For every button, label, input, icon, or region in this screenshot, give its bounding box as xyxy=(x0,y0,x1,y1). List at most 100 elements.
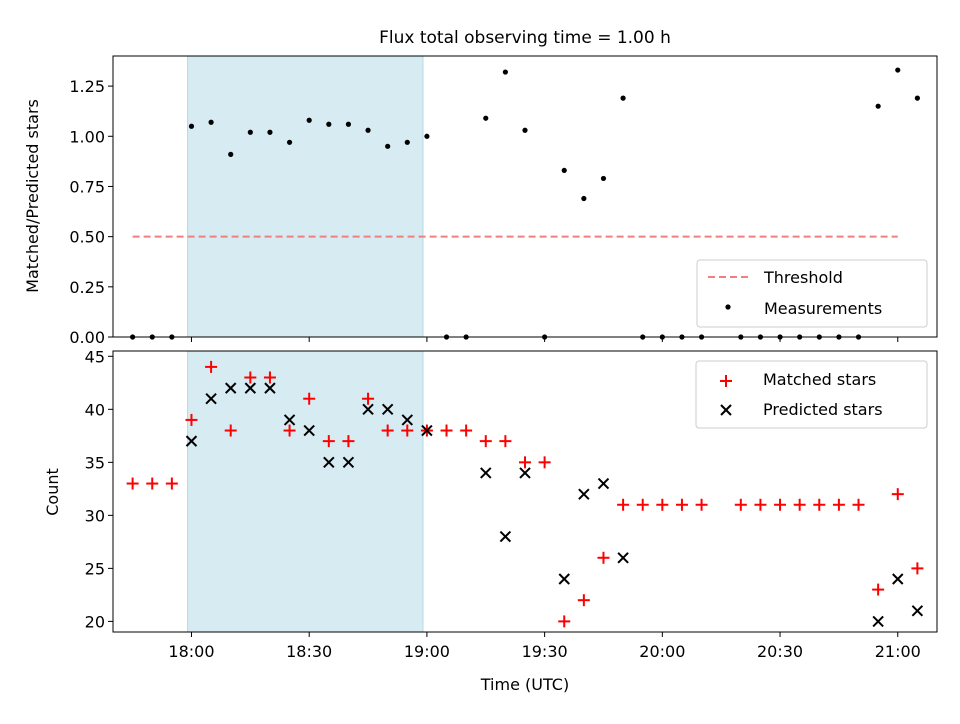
predicted-star-point xyxy=(421,424,433,437)
matched-star-point xyxy=(303,392,316,405)
matched-star-point xyxy=(891,488,904,501)
y-tick-label: 0.25 xyxy=(69,278,105,297)
y-tick-label: 20 xyxy=(85,612,105,631)
predicted-star-point xyxy=(342,456,355,469)
measurement-point xyxy=(208,119,214,125)
bottom-y-axis-label: Count xyxy=(43,468,62,516)
legend-matched-label: Matched stars xyxy=(763,370,876,389)
top-legend-box xyxy=(696,259,928,328)
matched-star-point xyxy=(283,424,296,437)
legend-predicted-swatch xyxy=(720,404,732,416)
x-axis-label: Time (UTC) xyxy=(480,675,569,694)
y-tick-label: 25 xyxy=(85,559,105,578)
top-axes-frame xyxy=(112,55,938,338)
top-panel: 0.00 0.25 0.50 0.75 1.00 1.25 Matched/Predict… xyxy=(23,55,938,347)
x-tick-label: 19:00 xyxy=(404,642,450,661)
predicted-star-point xyxy=(911,605,924,617)
measurement-point xyxy=(502,69,508,75)
matched-star-point xyxy=(793,498,806,511)
y-tick-label: 30 xyxy=(85,506,105,525)
measurement-point xyxy=(188,123,195,129)
top-y-axis: 0.00 0.25 0.50 0.75 1.00 1.25 xyxy=(69,77,113,347)
top-y-axis-label: Matched/Predicted stars xyxy=(23,99,42,293)
top-legend: Threshold Measurements xyxy=(696,259,928,328)
matched-star-point xyxy=(381,424,394,437)
y-tick-label: 35 xyxy=(85,453,105,472)
y-tick-label: 1.00 xyxy=(69,127,105,146)
x-tick-label: 20:00 xyxy=(639,642,685,661)
matched-star-point xyxy=(322,435,335,448)
matched-star-point xyxy=(636,498,649,511)
predicted-star-point xyxy=(381,403,394,416)
legend-threshold-label: Threshold xyxy=(763,268,843,287)
predicted-star-point xyxy=(499,530,512,543)
legend-predicted-label: Predicted stars xyxy=(763,400,883,419)
matched-stars-points xyxy=(126,360,924,628)
matched-star-point xyxy=(519,456,531,469)
x-tick-label: 18:00 xyxy=(168,642,214,661)
measurement-point xyxy=(620,95,626,101)
predicted-star-point xyxy=(872,615,884,628)
matched-star-point xyxy=(911,562,924,575)
predicted-star-point xyxy=(480,467,492,479)
matched-star-point xyxy=(244,371,257,384)
top-shaded-interval xyxy=(187,55,424,338)
matched-star-point xyxy=(774,498,787,511)
matched-star-point xyxy=(263,371,276,384)
predicted-star-point xyxy=(892,573,904,585)
y-tick-label: 0.00 xyxy=(69,328,105,347)
x-tick-label: 20:30 xyxy=(757,642,803,661)
top-x-ticks xyxy=(190,337,899,342)
predicted-star-point xyxy=(205,393,217,405)
measurement-point xyxy=(875,103,881,109)
matched-star-point xyxy=(852,498,865,511)
measurement-point xyxy=(385,143,391,149)
predicted-star-point xyxy=(185,435,198,447)
measurement-point xyxy=(600,175,607,182)
matched-star-point xyxy=(146,477,159,490)
bottom-x-axis: 18:00 18:30 19:00 19:30 20:00 20:30 21:00 xyxy=(168,632,921,661)
legend-measurements-label: Measurements xyxy=(764,299,882,318)
matched-star-point xyxy=(754,498,767,511)
measurement-point xyxy=(365,127,371,133)
matched-star-point xyxy=(126,477,139,490)
predicted-stars-points xyxy=(185,382,924,628)
y-tick-label: 40 xyxy=(85,400,105,419)
predicted-star-point xyxy=(617,552,629,564)
measurement-point xyxy=(228,151,234,157)
matched-star-point xyxy=(479,435,492,448)
x-tick-label: 21:00 xyxy=(875,642,921,661)
matched-star-point xyxy=(832,498,845,511)
predicted-star-point xyxy=(578,488,590,500)
measurement-point xyxy=(483,115,489,121)
matched-star-point xyxy=(185,413,198,426)
predicted-star-point xyxy=(401,414,413,426)
measurement-point xyxy=(561,167,567,174)
measurement-point xyxy=(424,133,430,139)
predicted-star-point xyxy=(558,573,570,585)
bottom-legend-box xyxy=(695,360,928,429)
bottom-legend: Matched stars Predicted stars xyxy=(695,360,928,429)
matched-star-point xyxy=(205,360,218,373)
matched-star-point xyxy=(558,615,571,628)
predicted-star-point xyxy=(244,382,257,394)
y-tick-label: 0.50 xyxy=(69,228,105,247)
predicted-star-point xyxy=(597,477,610,490)
predicted-star-point xyxy=(225,382,237,394)
matched-star-point xyxy=(617,498,630,511)
matched-star-point xyxy=(813,498,826,511)
measurement-point xyxy=(267,129,273,135)
matched-star-point xyxy=(695,498,708,511)
predicted-star-point xyxy=(264,382,276,394)
matched-star-point xyxy=(675,498,688,511)
measurement-point xyxy=(326,121,332,127)
matched-star-point xyxy=(538,456,551,469)
matched-star-point xyxy=(872,583,885,596)
matched-star-point xyxy=(362,392,375,405)
measurement-point xyxy=(581,195,587,202)
y-tick-label: 1.25 xyxy=(69,77,105,96)
y-tick-label: 0.75 xyxy=(69,177,105,196)
measurement-point xyxy=(345,121,352,127)
matched-star-point xyxy=(734,498,747,511)
